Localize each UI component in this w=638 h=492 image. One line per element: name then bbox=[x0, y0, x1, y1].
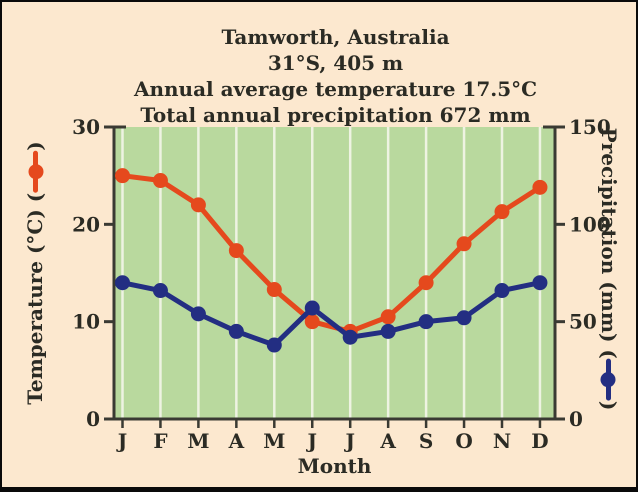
precipitation-point bbox=[304, 300, 320, 316]
temperature-point bbox=[152, 173, 168, 189]
month-tick-label: J bbox=[116, 429, 127, 453]
chart-title-block: Tamworth, Australia 31°S, 405 m Annual a… bbox=[114, 24, 557, 128]
precipitation-point bbox=[228, 323, 244, 339]
right-axis-tick-label: 0 bbox=[569, 407, 583, 431]
temperature-point bbox=[456, 236, 472, 252]
month-tick-label: A bbox=[228, 429, 245, 453]
right-axis-label: Precipitation (mm) () bbox=[597, 128, 621, 411]
left-axis-tick-label: 30 bbox=[72, 115, 100, 139]
precipitation-point bbox=[115, 275, 130, 291]
temperature-line bbox=[120, 173, 543, 334]
chart-subtitle-location: 31°S, 405 m bbox=[267, 51, 404, 75]
temperature-point bbox=[304, 314, 320, 330]
month-tick-label: O bbox=[455, 429, 472, 453]
precipitation-point bbox=[152, 283, 168, 299]
precipitation-point bbox=[380, 323, 396, 339]
left-axis-label: Temperature (°C) () bbox=[23, 141, 47, 404]
month-tick-label: F bbox=[153, 429, 167, 453]
left-axis-tick-label: 10 bbox=[72, 310, 100, 334]
month-tick-label: D bbox=[531, 429, 548, 453]
precipitation-point bbox=[456, 310, 472, 326]
right-axis-tick-label: 50 bbox=[569, 310, 597, 334]
precipitation-point bbox=[494, 283, 510, 299]
precipitation-point bbox=[266, 337, 282, 353]
temperature-line-legend-icon bbox=[27, 150, 44, 193]
temperature-point bbox=[494, 204, 510, 220]
temperature-point bbox=[190, 197, 206, 213]
chart-title: Tamworth, Australia bbox=[221, 25, 450, 49]
month-tick-label: S bbox=[419, 429, 433, 453]
temperature-point bbox=[418, 275, 434, 291]
chart-subtitle-temperature: Annual average temperature 17.5°C bbox=[133, 77, 538, 101]
month-tick-label: J bbox=[306, 429, 317, 453]
left-axis-label-text: Temperature (°C) ( bbox=[23, 192, 47, 405]
precipitation-point bbox=[418, 314, 434, 330]
plot-background bbox=[114, 127, 555, 419]
right-axis-label-close: ) bbox=[597, 400, 621, 411]
left-axis-label-close: ) bbox=[23, 141, 47, 151]
precipitation-point bbox=[190, 306, 206, 322]
right-axis-label-text: Precipitation (mm) ( bbox=[597, 127, 621, 359]
precipitation-point bbox=[342, 329, 358, 345]
month-tick-label: M bbox=[187, 429, 209, 453]
temperature-point bbox=[532, 179, 548, 195]
left-axis-tick-label: 0 bbox=[86, 407, 100, 431]
temperature-point bbox=[266, 282, 282, 298]
month-tick-label: J bbox=[343, 429, 354, 453]
month-tick-label: N bbox=[493, 429, 511, 453]
x-axis-label: Month bbox=[297, 454, 372, 478]
chart-subtitle-precipitation: Total annual precipitation 672 mm bbox=[140, 103, 531, 127]
temperature-point bbox=[115, 168, 130, 184]
right-axis-tick-label: 100 bbox=[569, 212, 611, 236]
temperature-point bbox=[228, 243, 244, 259]
right-axis-tick-label: 150 bbox=[569, 115, 611, 139]
precipitation-point bbox=[532, 275, 548, 291]
temperature-point bbox=[380, 309, 396, 325]
month-tick-label: A bbox=[379, 429, 396, 453]
month-tick-label: M bbox=[263, 429, 285, 453]
left-axis-tick-label: 20 bbox=[72, 212, 100, 236]
precipitation-line-legend-icon bbox=[600, 358, 617, 401]
